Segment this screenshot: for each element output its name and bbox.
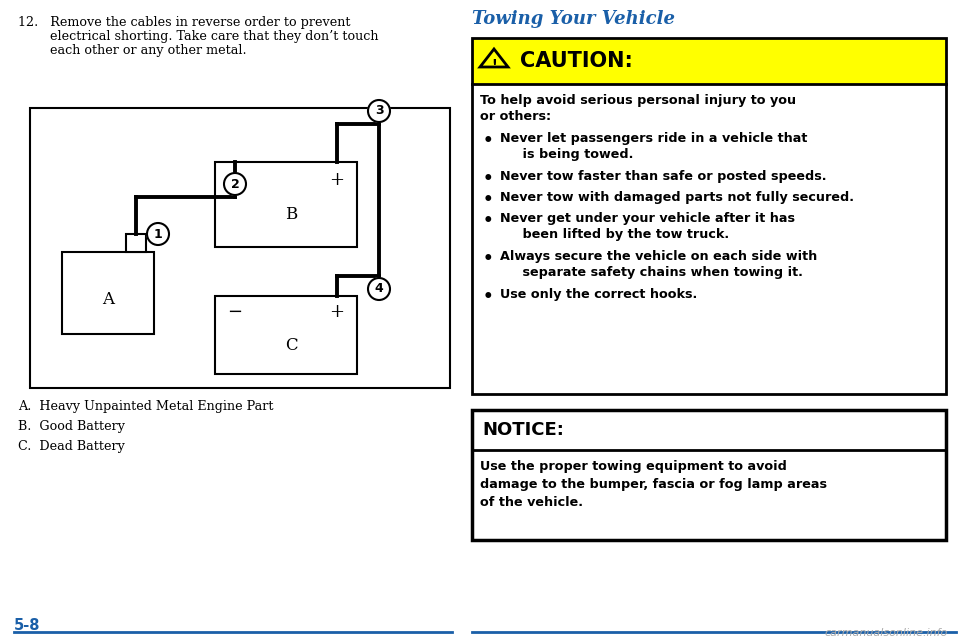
Text: +: +: [329, 171, 345, 189]
Text: 3: 3: [374, 104, 383, 118]
Text: A: A: [102, 291, 114, 307]
Text: Always secure the vehicle on each side with
     separate safety chains when tow: Always secure the vehicle on each side w…: [500, 250, 817, 279]
Circle shape: [368, 278, 390, 300]
Text: A.  Heavy Unpainted Metal Engine Part: A. Heavy Unpainted Metal Engine Part: [18, 400, 274, 413]
Circle shape: [368, 100, 390, 122]
Text: C.  Dead Battery: C. Dead Battery: [18, 440, 125, 453]
Text: Never tow with damaged parts not fully secured.: Never tow with damaged parts not fully s…: [500, 191, 854, 204]
Text: •: •: [483, 132, 493, 150]
FancyBboxPatch shape: [472, 84, 946, 394]
Text: 12.   Remove the cables in reverse order to prevent: 12. Remove the cables in reverse order t…: [18, 16, 350, 29]
Text: electrical shorting. Take care that they don’t touch: electrical shorting. Take care that they…: [18, 30, 378, 43]
FancyBboxPatch shape: [215, 162, 357, 247]
Text: C: C: [285, 337, 298, 353]
Text: To help avoid serious personal injury to you: To help avoid serious personal injury to…: [480, 94, 796, 107]
Text: •: •: [483, 250, 493, 268]
Text: •: •: [483, 191, 493, 209]
Text: −: −: [228, 171, 243, 189]
Text: carmanualsonline.info: carmanualsonline.info: [825, 628, 948, 638]
Text: •: •: [483, 170, 493, 188]
FancyBboxPatch shape: [62, 252, 154, 334]
Circle shape: [147, 223, 169, 245]
Text: 5-8: 5-8: [14, 618, 40, 634]
Text: −: −: [228, 303, 243, 321]
Text: Use the proper towing equipment to avoid
damage to the bumper, fascia or fog lam: Use the proper towing equipment to avoid…: [480, 460, 827, 509]
FancyBboxPatch shape: [126, 234, 146, 252]
Text: Towing Your Vehicle: Towing Your Vehicle: [472, 10, 675, 28]
Text: NOTICE:: NOTICE:: [482, 421, 564, 439]
Text: Never tow faster than safe or posted speeds.: Never tow faster than safe or posted spe…: [500, 170, 827, 183]
Text: +: +: [329, 303, 345, 321]
Text: B.  Good Battery: B. Good Battery: [18, 420, 125, 433]
Polygon shape: [480, 49, 508, 67]
Text: B: B: [285, 206, 298, 223]
Text: or others:: or others:: [480, 110, 551, 123]
Text: 2: 2: [230, 177, 239, 191]
Text: 4: 4: [374, 282, 383, 296]
Text: Use only the correct hooks.: Use only the correct hooks.: [500, 288, 697, 301]
FancyBboxPatch shape: [215, 296, 357, 374]
FancyBboxPatch shape: [472, 450, 946, 540]
FancyBboxPatch shape: [472, 38, 946, 84]
Text: Never let passengers ride in a vehicle that
     is being towed.: Never let passengers ride in a vehicle t…: [500, 132, 807, 161]
FancyBboxPatch shape: [472, 410, 946, 450]
Text: 1: 1: [154, 227, 162, 241]
Text: each other or any other metal.: each other or any other metal.: [18, 44, 247, 57]
Text: •: •: [483, 212, 493, 230]
Text: •: •: [483, 288, 493, 306]
Text: Never get under your vehicle after it has
     been lifted by the tow truck.: Never get under your vehicle after it ha…: [500, 212, 795, 241]
Text: CAUTION:: CAUTION:: [520, 51, 633, 71]
Text: !: !: [492, 58, 497, 70]
FancyBboxPatch shape: [30, 108, 450, 388]
Circle shape: [224, 173, 246, 195]
